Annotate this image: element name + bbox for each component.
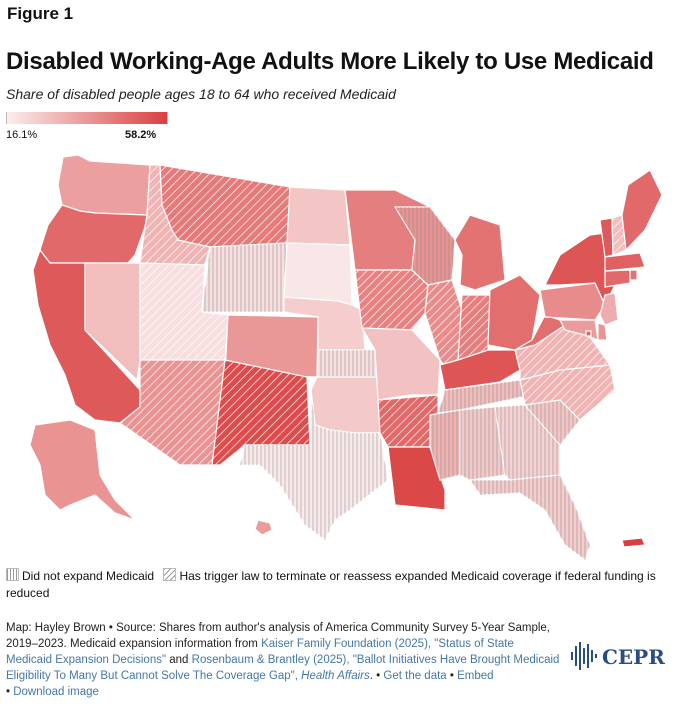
not-expanded-swatch xyxy=(6,568,19,581)
state-pattern-ms xyxy=(430,410,460,480)
state-pattern-ia xyxy=(355,270,428,330)
state-shape-ak xyxy=(29,419,136,521)
state-pattern-sc xyxy=(525,400,580,445)
state-pattern-al xyxy=(460,407,505,480)
state-pattern-fl xyxy=(470,475,590,560)
pattern-key: Did not expand Medicaid Has trigger law … xyxy=(6,568,674,602)
state-ar xyxy=(377,394,439,448)
state-tx xyxy=(239,389,389,541)
state-pattern-az xyxy=(120,360,225,465)
state-me xyxy=(621,169,663,252)
state-pattern-ut xyxy=(140,263,228,360)
state-sd xyxy=(283,242,353,306)
state-shape-hi xyxy=(254,519,273,536)
state-shape-ok xyxy=(310,376,381,434)
trigger-law-label: Has trigger law to terminate or reassess… xyxy=(6,569,656,600)
cepr-logo-text: CEPR xyxy=(602,645,665,669)
state-ma xyxy=(604,252,646,272)
chart-title: Disabled Working-Age Adults More Likely … xyxy=(6,48,654,75)
state-pattern-ga xyxy=(495,405,560,480)
state-mi xyxy=(454,214,506,291)
state-fl xyxy=(468,474,591,560)
state-pattern-ar xyxy=(378,395,438,447)
state-shape-wa xyxy=(57,154,151,216)
state-nd xyxy=(286,186,351,246)
state-shape-sd xyxy=(283,242,353,306)
embed-link[interactable]: Embed xyxy=(457,670,494,682)
state-shape-ct xyxy=(604,269,631,288)
state-nm xyxy=(211,359,311,466)
state-shape-nv xyxy=(84,262,141,382)
state-hi xyxy=(254,519,273,536)
state-pattern-wi xyxy=(395,207,455,285)
state-shape-pr xyxy=(621,537,646,548)
state-pattern-wy xyxy=(202,243,287,312)
state-la xyxy=(387,446,446,511)
state-shape-nd xyxy=(286,186,351,246)
state-wy xyxy=(201,242,288,313)
health-affairs-link[interactable]: Rosenbaum & Brantley (2025), "Ballot Ini… xyxy=(6,654,560,682)
state-ak xyxy=(29,419,136,521)
state-nv xyxy=(84,262,141,382)
state-ct xyxy=(604,269,631,288)
cepr-logo: CEPR xyxy=(570,640,676,672)
state-wi xyxy=(393,206,456,286)
us-choropleth-map xyxy=(29,154,663,560)
state-shape-dc xyxy=(585,330,592,337)
state-mt xyxy=(159,164,291,248)
cepr-logo-icon xyxy=(571,642,597,670)
state-ri xyxy=(629,269,638,281)
state-pattern-nc xyxy=(520,365,615,420)
state-pattern-va xyxy=(515,325,610,380)
state-pa xyxy=(539,282,606,321)
state-pattern-tx xyxy=(240,390,388,540)
state-shape-de xyxy=(597,322,608,341)
state-shape-mi xyxy=(454,214,506,291)
state-de xyxy=(597,322,608,341)
state-wa xyxy=(57,154,151,216)
state-pattern-mt xyxy=(160,165,290,247)
state-pattern-in xyxy=(458,295,490,365)
state-shape-ma xyxy=(604,252,646,272)
source-notes: Map: Hayley Brown • Source: Shares from … xyxy=(6,622,560,698)
state-az xyxy=(118,359,226,466)
color-scale-min-label: 16.1% xyxy=(6,129,38,141)
state-nj xyxy=(599,292,619,326)
state-ia xyxy=(354,269,429,331)
state-shape-pa xyxy=(539,282,606,321)
state-shape-ri xyxy=(629,269,638,281)
state-in xyxy=(457,294,491,366)
state-mo xyxy=(360,327,441,401)
state-pr xyxy=(621,537,646,548)
state-shape-or xyxy=(39,204,148,264)
state-al xyxy=(459,406,506,481)
state-pattern-nm xyxy=(212,360,310,465)
kff-link[interactable]: Kaiser Family Foundation (2025), "Status… xyxy=(6,638,514,666)
state-shape-la xyxy=(387,446,446,511)
source-text: Source: Shares from author's analysis of… xyxy=(6,622,550,650)
color-scale-bar xyxy=(6,112,168,124)
state-shape-mo xyxy=(360,327,441,401)
color-scale-max-label: 58.2% xyxy=(125,129,157,141)
state-shape-me xyxy=(621,169,663,252)
state-ok xyxy=(310,376,381,434)
chart-subtitle: Share of disabled people ages 18 to 64 w… xyxy=(6,86,396,102)
state-ga xyxy=(494,404,561,481)
trigger-law-swatch xyxy=(163,568,177,581)
figure-label: Figure 1 xyxy=(7,4,74,23)
state-or xyxy=(39,204,148,264)
state-pattern-il xyxy=(425,280,462,375)
map-credit: Map: Hayley Brown xyxy=(6,622,106,634)
state-ms xyxy=(429,409,461,481)
state-va xyxy=(514,324,612,381)
journal-name[interactable]: Health Affairs xyxy=(301,670,370,682)
state-pattern-nh xyxy=(612,215,626,255)
download-image-link[interactable]: Download image xyxy=(13,686,99,698)
state-sc xyxy=(523,399,581,446)
get-data-link[interactable]: Get the data xyxy=(383,670,447,682)
state-shape-nj xyxy=(599,292,619,326)
state-dc xyxy=(585,330,592,337)
not-expanded-label: Did not expand Medicaid xyxy=(22,569,155,583)
state-pattern-id xyxy=(140,165,210,265)
